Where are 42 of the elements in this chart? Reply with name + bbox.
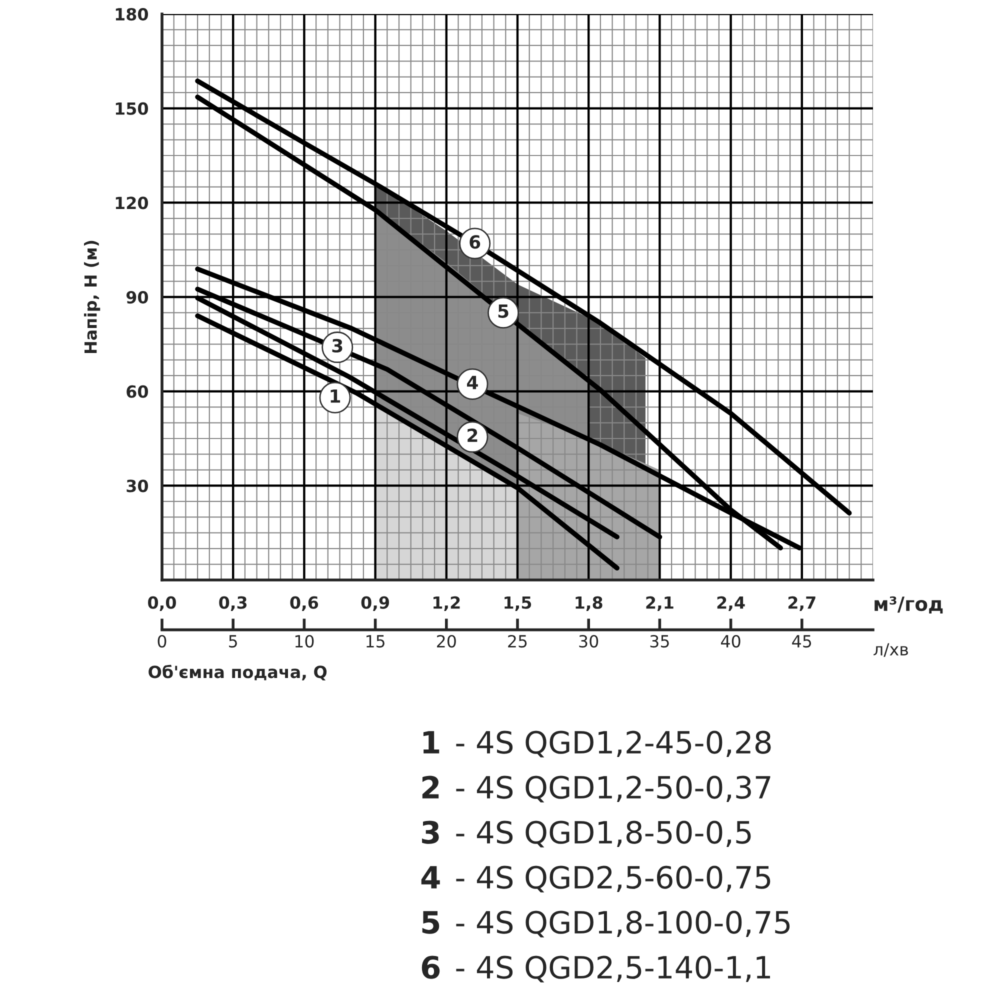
x2-tick-label: 35 (650, 634, 669, 648)
annotation: 6 (470, 235, 480, 249)
y-tick-label: 150 (116, 102, 148, 115)
x2-tick-label: 20 (437, 634, 456, 648)
y-axis-title: Напір, Н (м) (84, 240, 100, 354)
x-tick-label: 1,2 (434, 596, 460, 612)
text: 5 - 4S QGD1,8-100-0,75 (422, 910, 790, 938)
y-tick-label: 30 (126, 480, 148, 492)
y-tick-label: 60 (126, 385, 148, 398)
x2-tick-label: 5 (229, 635, 237, 648)
annotation: 3 (332, 338, 342, 353)
annotation: 4 (467, 376, 478, 390)
text: 1 - 4S QGD1,2-45-0,28 (423, 730, 771, 758)
x-tick-label: 0,3 (219, 596, 247, 612)
x-tick-label: 1,5 (504, 596, 532, 612)
x2-tick-label: 10 (295, 634, 314, 648)
text: 3 - 4S QGD1,8-50-0,5 (422, 820, 751, 848)
x2-tick-label: 0 (158, 634, 166, 648)
annotation: 1 (330, 389, 340, 403)
y-tick-label: 120 (116, 196, 148, 210)
annotation: 5 (498, 304, 508, 318)
x2-tick-label: 45 (792, 635, 812, 648)
x-tick-label: 0,0 (148, 596, 176, 612)
x2-tick-label: 30 (579, 634, 598, 648)
x-tick-label: 1,8 (576, 596, 602, 612)
annotation: 2 (468, 428, 478, 442)
text: 2 - 4S QGD1,2-50-0,37 (422, 776, 770, 802)
y-tick-label: 180 (116, 8, 148, 21)
x-tick-label: 2,4 (717, 596, 745, 612)
x-axis-title: м³/год (874, 596, 943, 614)
x2-tick-label: 40 (721, 634, 740, 648)
text: 6 - 4S QGD2,5-140-1,1 (422, 956, 770, 982)
x-tick-label: 2,7 (788, 596, 816, 612)
x2-tick-label: 15 (366, 635, 384, 648)
x2-axis-title: л/хв (874, 643, 908, 657)
text: Об'ємна подача, Q (148, 664, 327, 680)
text: 4 - 4S QGD2,5-60-0,75 (421, 866, 770, 892)
x2-tick-label: 25 (508, 634, 527, 648)
x-tick-label: 0,6 (290, 596, 318, 612)
y-tick-label: 90 (126, 290, 148, 304)
x-tick-label: 2,1 (646, 596, 674, 612)
x-tick-label: 0,9 (361, 596, 389, 612)
